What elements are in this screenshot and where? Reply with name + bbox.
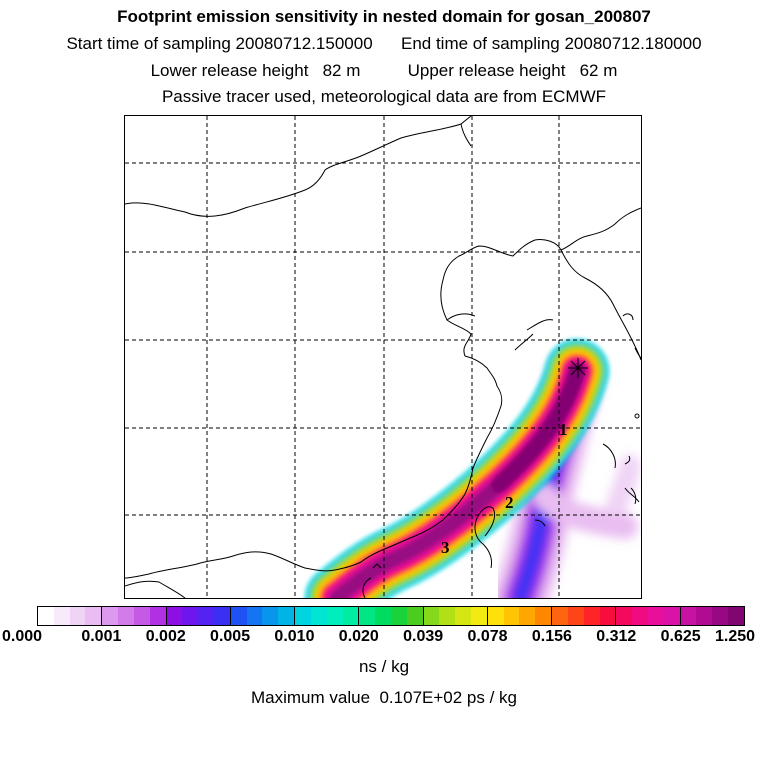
colorbar-segment bbox=[487, 607, 553, 625]
colorbar-swatch bbox=[53, 607, 70, 625]
colorbar-swatch bbox=[390, 607, 407, 625]
colorbar-tick-label: 0.005 bbox=[210, 628, 251, 645]
colorbar-swatch bbox=[487, 607, 504, 625]
colorbar-swatch bbox=[567, 607, 584, 625]
colorbar-segment bbox=[38, 607, 103, 625]
colorbar-swatch bbox=[69, 607, 86, 625]
colorbar-swatch bbox=[295, 607, 311, 625]
colorbar-segment bbox=[230, 607, 296, 625]
colorbar-segment bbox=[680, 607, 744, 625]
colorbar-swatch bbox=[359, 607, 376, 625]
colorbar-swatch bbox=[133, 607, 150, 625]
colorbar-tick-label: 0.156 bbox=[531, 628, 572, 645]
colorbar-swatch bbox=[712, 607, 729, 625]
colorbar-swatch bbox=[503, 607, 520, 625]
colorbar-swatch bbox=[213, 607, 230, 625]
colorbar-swatch bbox=[583, 607, 600, 625]
lat-lon-grid bbox=[125, 116, 641, 598]
colorbar-tick-label: 0.010 bbox=[274, 628, 315, 645]
receptor-station-marker bbox=[568, 358, 588, 378]
coastlines bbox=[125, 116, 641, 598]
colorbar-swatch bbox=[166, 607, 183, 625]
colorbar-swatch bbox=[632, 607, 649, 625]
colorbar-swatch bbox=[599, 607, 616, 625]
colorbar-tick-label: 0.625 bbox=[660, 628, 701, 645]
colorbar-swatch bbox=[230, 607, 247, 625]
colorbar-swatch bbox=[519, 607, 536, 625]
colorbar-tick-label: 0.039 bbox=[403, 628, 444, 645]
colorbar-swatch bbox=[696, 607, 713, 625]
footprint-plume bbox=[305, 339, 641, 598]
colorbar-swatch bbox=[728, 607, 744, 625]
colorbar-tick-label: 0.000 bbox=[1, 628, 43, 645]
maximum-value: Maximum value 0.107E+02 ps / kg bbox=[251, 688, 517, 707]
colorbar-segment bbox=[102, 607, 167, 625]
colorbar-segment bbox=[359, 607, 424, 625]
colorbar-swatch bbox=[648, 607, 664, 625]
colorbar-segment bbox=[295, 607, 360, 625]
colorbar-swatch bbox=[535, 607, 552, 625]
plume-day-label-2: 2 bbox=[505, 493, 514, 512]
colorbar-swatch bbox=[439, 607, 456, 625]
release-height-line: Lower release height 82 m Upper release … bbox=[150, 61, 618, 80]
colorbar-segment bbox=[166, 607, 231, 625]
colorbar-swatch bbox=[471, 607, 487, 625]
colorbar-swatch bbox=[278, 607, 295, 625]
map-canvas: 1 2 3 bbox=[125, 116, 641, 598]
colorbar-swatch bbox=[342, 607, 359, 625]
colorbar-swatch bbox=[85, 607, 102, 625]
colorbar-tick-label: 0.078 bbox=[467, 628, 508, 645]
colorbar-swatch bbox=[616, 607, 633, 625]
colorbar-swatch bbox=[182, 607, 199, 625]
colorbar-swatch bbox=[198, 607, 214, 625]
colorbar-swatch bbox=[455, 607, 472, 625]
colorbar-swatch bbox=[663, 607, 680, 625]
plot-title: Footprint emission sensitivity in nested… bbox=[117, 7, 651, 26]
colorbar-swatch bbox=[680, 607, 697, 625]
colorbar-swatch bbox=[262, 607, 279, 625]
colorbar-ticks: 0.000 0.001 0.002 0.005 0.010 0.020 0.039 0.078… bbox=[0, 628, 768, 650]
colorbar-swatch bbox=[375, 607, 391, 625]
footprint-map: 1 2 3 bbox=[124, 115, 642, 599]
colorbar-tick-label: 1.250 bbox=[714, 628, 756, 645]
colorbar-segment bbox=[616, 607, 681, 625]
colorbar-swatch bbox=[246, 607, 263, 625]
tracer-info-line: Passive tracer used, meteorological data… bbox=[161, 87, 607, 106]
colorbar-swatch bbox=[326, 607, 343, 625]
colorbar-swatch bbox=[310, 607, 327, 625]
colorbar-units: ns / kg bbox=[358, 657, 410, 676]
colorbar-segment bbox=[423, 607, 488, 625]
colorbar-segment bbox=[552, 607, 617, 625]
plume-day-label-3: 3 bbox=[441, 538, 450, 557]
sampling-time-line: Start time of sampling 20080712.150000 E… bbox=[66, 34, 702, 53]
colorbar-tick-label: 0.002 bbox=[145, 628, 186, 645]
plume-day-label-1: 1 bbox=[559, 420, 568, 439]
colorbar-swatch bbox=[149, 607, 166, 625]
colorbar-swatch bbox=[552, 607, 568, 625]
colorbar-tick-label: 0.312 bbox=[596, 628, 637, 645]
colorbar-swatch bbox=[406, 607, 423, 625]
colorbar-swatch bbox=[118, 607, 134, 625]
colorbar-swatch bbox=[38, 607, 54, 625]
colorbar-swatch bbox=[423, 607, 440, 625]
colorbar-swatch bbox=[102, 607, 119, 625]
colorbar-tick-label: 0.001 bbox=[81, 628, 122, 645]
colorbar-tick-label: 0.020 bbox=[338, 628, 379, 645]
colorbar bbox=[37, 606, 745, 626]
